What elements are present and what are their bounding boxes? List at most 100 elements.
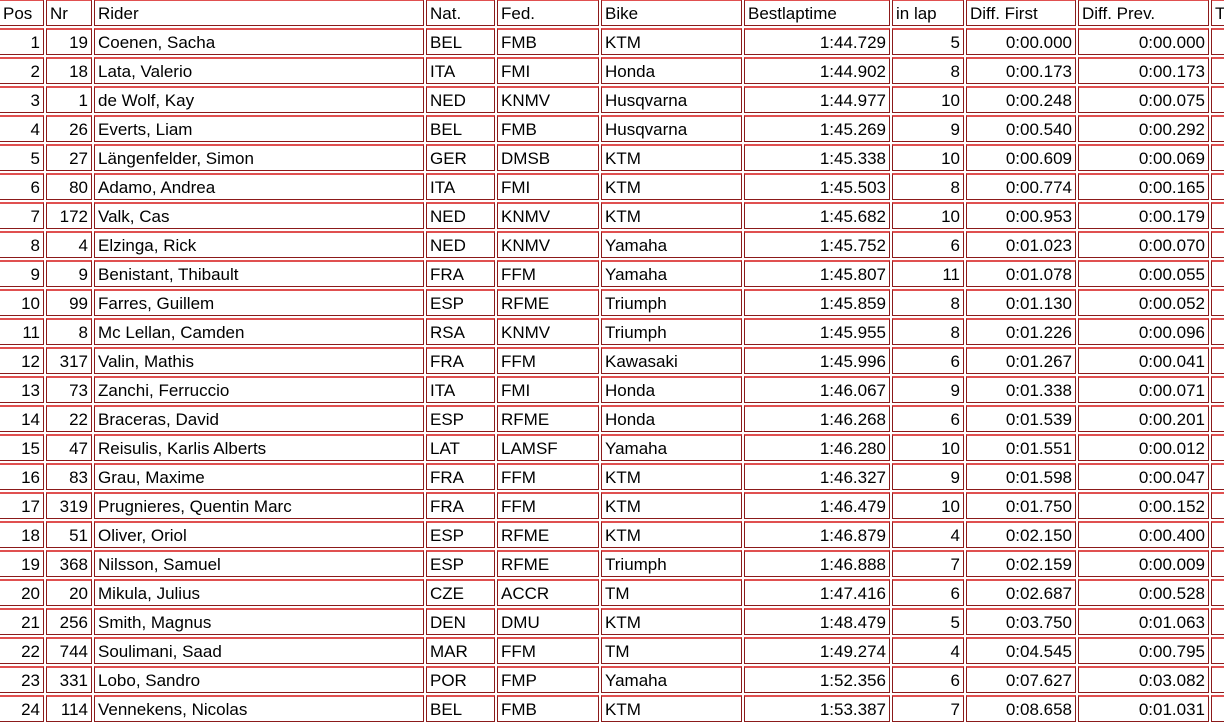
- cell-t_partial: [1211, 202, 1224, 229]
- cell-diff_first: 0:01.750: [966, 492, 1076, 519]
- cell-rider: Mikula, Julius: [94, 579, 424, 606]
- cell-nr: 331: [46, 666, 92, 693]
- cell-nr: 26: [46, 115, 92, 142]
- cell-diff_first: 0:00.173: [966, 57, 1076, 84]
- cell-pos: 18: [0, 521, 44, 548]
- cell-t_partial: [1211, 86, 1224, 113]
- cell-bestlap: 1:44.902: [744, 57, 890, 84]
- table-row: 3 1 de Wolf, Kay NED KNMV Husqvarna 1:44.977 10…: [0, 86, 1224, 113]
- cell-t_partial: [1211, 173, 1224, 200]
- cell-pos: 19: [0, 550, 44, 577]
- cell-t_partial: [1211, 144, 1224, 171]
- cell-nr: 114: [46, 695, 92, 722]
- cell-rider: Coenen, Sacha: [94, 28, 424, 55]
- cell-rider: Braceras, David: [94, 405, 424, 432]
- cell-nr: 18: [46, 57, 92, 84]
- table-row: 24 114 Vennekens, Nicolas BEL FMB KTM 1:53.387…: [0, 695, 1224, 722]
- column-header-diff_first: Diff. First: [966, 0, 1076, 26]
- cell-diff_prev: 0:00.292: [1078, 115, 1209, 142]
- cell-pos: 17: [0, 492, 44, 519]
- cell-inlap: 10: [892, 434, 964, 461]
- cell-t_partial: [1211, 695, 1224, 722]
- cell-bestlap: 1:52.356: [744, 666, 890, 693]
- cell-inlap: 8: [892, 318, 964, 345]
- cell-nat: BEL: [426, 695, 495, 722]
- table-row: 9 9 Benistant, Thibault FRA FFM Yamaha 1:45.80…: [0, 260, 1224, 287]
- cell-nat: FRA: [426, 347, 495, 374]
- cell-nat: LAT: [426, 434, 495, 461]
- cell-bike: Husqvarna: [601, 115, 742, 142]
- cell-pos: 10: [0, 289, 44, 316]
- cell-rider: Zanchi, Ferruccio: [94, 376, 424, 403]
- cell-diff_first: 0:01.078: [966, 260, 1076, 287]
- cell-rider: Valin, Mathis: [94, 347, 424, 374]
- cell-diff_prev: 0:00.795: [1078, 637, 1209, 664]
- cell-t_partial: [1211, 115, 1224, 142]
- cell-fed: DMSB: [497, 144, 599, 171]
- cell-nr: 256: [46, 608, 92, 635]
- cell-diff_first: 0:01.338: [966, 376, 1076, 403]
- cell-bike: TM: [601, 637, 742, 664]
- cell-rider: Soulimani, Saad: [94, 637, 424, 664]
- cell-diff_prev: 0:00.400: [1078, 521, 1209, 548]
- table-row: 5 27 Längenfelder, Simon GER DMSB KTM 1:45.338…: [0, 144, 1224, 171]
- cell-diff_first: 0:08.658: [966, 695, 1076, 722]
- cell-diff_first: 0:00.609: [966, 144, 1076, 171]
- cell-fed: FFM: [497, 463, 599, 490]
- column-header-nat: Nat.: [426, 0, 495, 26]
- cell-diff_prev: 0:01.031: [1078, 695, 1209, 722]
- cell-nat: RSA: [426, 318, 495, 345]
- cell-bestlap: 1:46.067: [744, 376, 890, 403]
- cell-fed: KNMV: [497, 202, 599, 229]
- cell-pos: 8: [0, 231, 44, 258]
- cell-diff_prev: 0:00.009: [1078, 550, 1209, 577]
- cell-rider: Adamo, Andrea: [94, 173, 424, 200]
- cell-diff_first: 0:02.687: [966, 579, 1076, 606]
- cell-rider: Everts, Liam: [94, 115, 424, 142]
- cell-inlap: 10: [892, 202, 964, 229]
- cell-diff_first: 0:01.226: [966, 318, 1076, 345]
- cell-rider: Grau, Maxime: [94, 463, 424, 490]
- cell-diff_prev: 0:00.528: [1078, 579, 1209, 606]
- cell-nr: 73: [46, 376, 92, 403]
- cell-diff_first: 0:01.598: [966, 463, 1076, 490]
- cell-rider: Lata, Valerio: [94, 57, 424, 84]
- cell-nr: 4: [46, 231, 92, 258]
- cell-bestlap: 1:53.387: [744, 695, 890, 722]
- cell-nat: FRA: [426, 492, 495, 519]
- cell-nat: POR: [426, 666, 495, 693]
- cell-inlap: 10: [892, 86, 964, 113]
- cell-bike: Yamaha: [601, 434, 742, 461]
- cell-t_partial: [1211, 666, 1224, 693]
- cell-inlap: 4: [892, 521, 964, 548]
- cell-fed: FMB: [497, 28, 599, 55]
- cell-diff_first: 0:01.551: [966, 434, 1076, 461]
- cell-nat: NED: [426, 202, 495, 229]
- cell-pos: 11: [0, 318, 44, 345]
- cell-bestlap: 1:48.479: [744, 608, 890, 635]
- cell-nat: DEN: [426, 608, 495, 635]
- cell-rider: Lobo, Sandro: [94, 666, 424, 693]
- cell-nat: FRA: [426, 260, 495, 287]
- cell-diff_first: 0:04.545: [966, 637, 1076, 664]
- cell-pos: 22: [0, 637, 44, 664]
- cell-nr: 368: [46, 550, 92, 577]
- cell-pos: 12: [0, 347, 44, 374]
- cell-bestlap: 1:46.327: [744, 463, 890, 490]
- cell-bike: Honda: [601, 405, 742, 432]
- cell-diff_first: 0:01.539: [966, 405, 1076, 432]
- cell-rider: Farres, Guillem: [94, 289, 424, 316]
- cell-fed: KNMV: [497, 86, 599, 113]
- cell-nat: ITA: [426, 376, 495, 403]
- cell-inlap: 10: [892, 492, 964, 519]
- cell-rider: Benistant, Thibault: [94, 260, 424, 287]
- table-row: 16 83 Grau, Maxime FRA FFM KTM 1:46.327 9 0:01.5…: [0, 463, 1224, 490]
- cell-inlap: 9: [892, 115, 964, 142]
- cell-bike: KTM: [601, 202, 742, 229]
- cell-rider: Valk, Cas: [94, 202, 424, 229]
- cell-bike: KTM: [601, 521, 742, 548]
- cell-bestlap: 1:45.752: [744, 231, 890, 258]
- cell-diff_prev: 0:00.000: [1078, 28, 1209, 55]
- cell-diff_first: 0:00.953: [966, 202, 1076, 229]
- cell-pos: 4: [0, 115, 44, 142]
